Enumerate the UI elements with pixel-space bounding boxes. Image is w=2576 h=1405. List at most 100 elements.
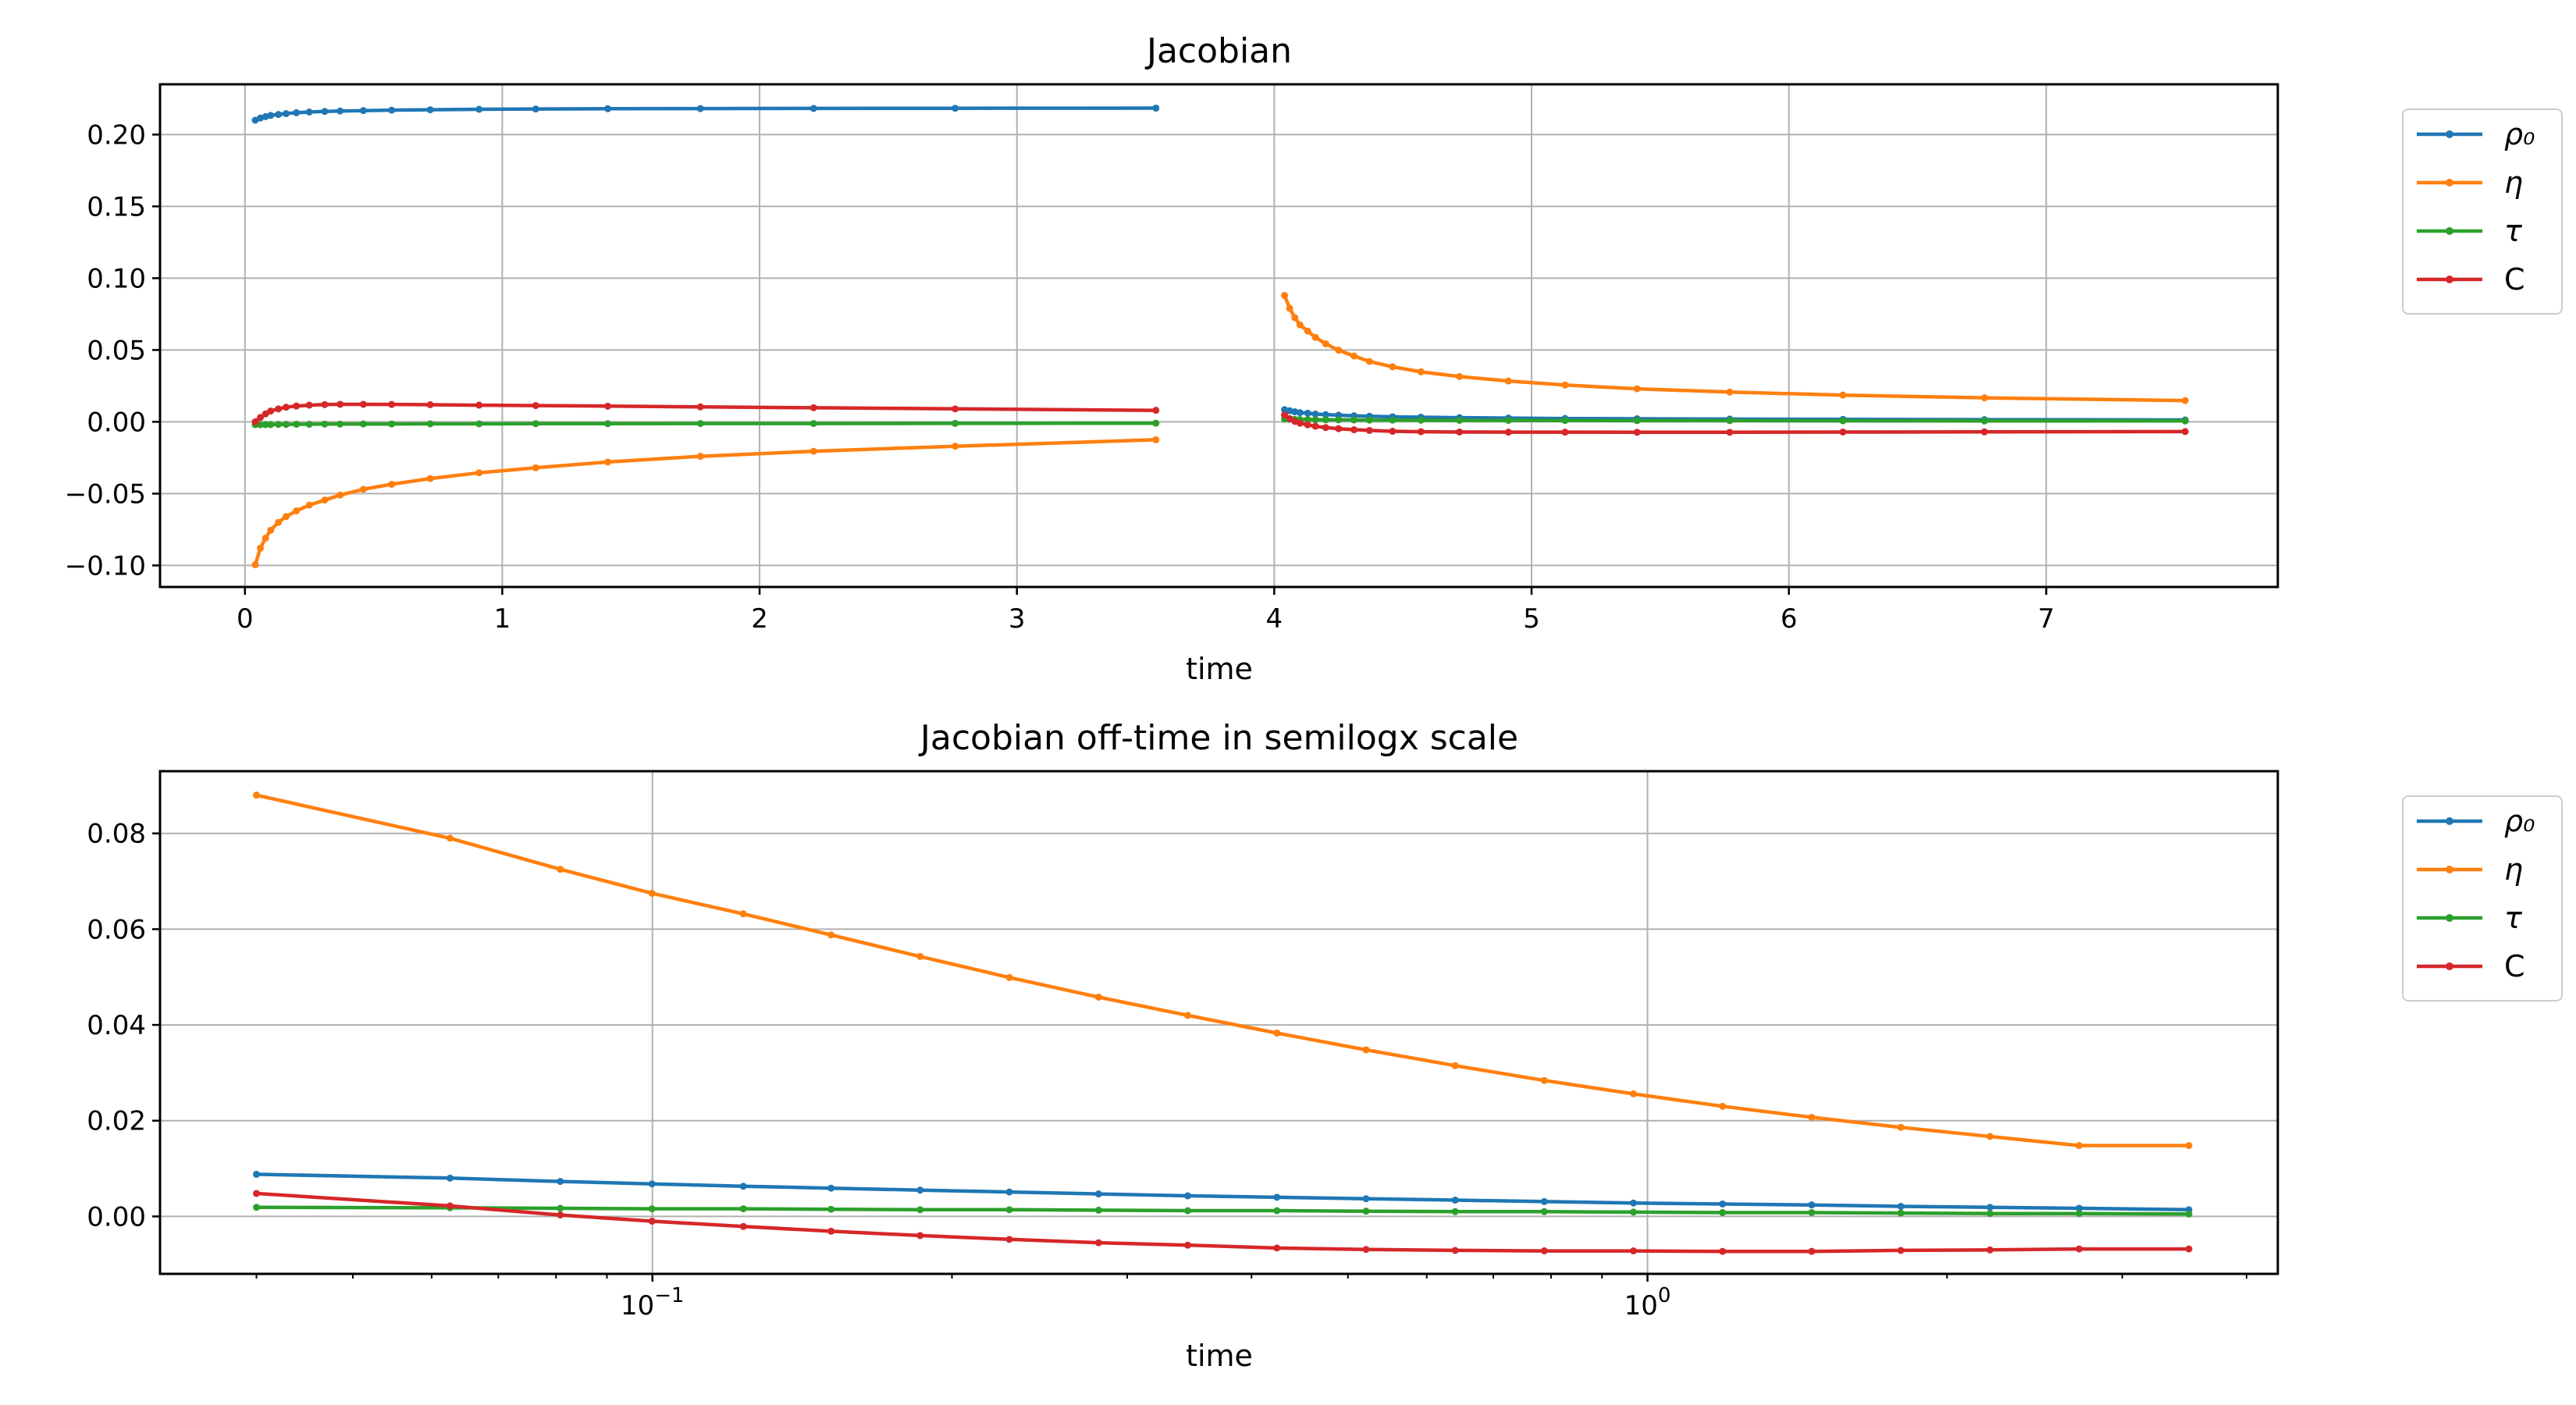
data-point	[283, 513, 290, 521]
chart-title: Jacobian	[1144, 31, 1292, 71]
data-point	[2075, 1204, 2083, 1212]
data-point	[1986, 1204, 1994, 1211]
data-point	[1304, 327, 1311, 335]
legend-label: τ	[2504, 901, 2523, 935]
data-point	[557, 866, 564, 873]
data-point	[827, 1184, 835, 1192]
data-point	[1504, 417, 1512, 425]
series-eta	[251, 291, 2189, 568]
data-point	[532, 464, 539, 471]
data-point	[648, 1205, 656, 1213]
data-point	[1726, 417, 1734, 425]
data-point	[532, 420, 539, 428]
data-point	[1304, 415, 1311, 423]
x-axis-label: time	[1186, 652, 1253, 686]
data-point	[696, 403, 704, 411]
legend-marker	[2446, 962, 2453, 970]
data-point	[336, 107, 344, 115]
data-point	[604, 105, 612, 112]
data-point	[1630, 1199, 1638, 1207]
data-point	[336, 420, 344, 428]
data-point	[426, 401, 434, 409]
legend: ρ₀ ητC	[2402, 795, 2563, 1001]
data-point	[359, 400, 367, 408]
data-point	[293, 108, 301, 116]
data-point	[1286, 414, 1293, 422]
data-point	[1311, 422, 1319, 430]
data-point	[388, 420, 396, 428]
y-tick-label: −0.05	[65, 478, 146, 510]
data-point	[1540, 1247, 1548, 1255]
data-point	[1184, 1207, 1192, 1215]
axes-frame	[158, 770, 2279, 1275]
data-point	[1451, 1197, 1459, 1204]
y-tick-label: 0.00	[87, 407, 146, 438]
data-point	[696, 453, 704, 461]
data-point	[1808, 1247, 1816, 1255]
data-point	[1726, 429, 1734, 436]
legend-label: C	[2504, 949, 2525, 984]
data-point	[1152, 407, 1160, 414]
data-point	[475, 469, 483, 477]
data-point	[1362, 1046, 1370, 1054]
data-point	[257, 414, 265, 422]
data-point	[293, 402, 301, 410]
data-point	[809, 105, 817, 112]
legend-box	[2402, 108, 2563, 315]
data-point	[1808, 1208, 1816, 1216]
data-point	[2181, 397, 2189, 404]
data-point	[283, 404, 290, 411]
data-point	[952, 419, 959, 427]
data-point	[251, 560, 259, 568]
data-point	[388, 106, 396, 114]
y-tick-label: 0.15	[87, 191, 146, 222]
data-point	[426, 106, 434, 114]
data-point	[557, 1211, 564, 1219]
data-point	[275, 421, 283, 429]
data-point	[1296, 321, 1304, 329]
data-point	[1630, 1090, 1638, 1097]
x-tick-label: 3	[1009, 603, 1026, 635]
data-point	[1456, 417, 1464, 425]
data-point	[1094, 1206, 1102, 1214]
x-axis-ticks: 0 1 2 3 4 5 6 7	[237, 587, 2055, 635]
data-point	[305, 501, 313, 509]
series-tau	[251, 415, 2189, 429]
data-point	[1719, 1247, 1727, 1255]
data-point	[1561, 429, 1569, 436]
legend: ρ₀ ητC	[2402, 108, 2563, 315]
legend-label: ρ₀	[2504, 804, 2535, 838]
data-point	[321, 420, 329, 428]
x-tick-label: 4	[1266, 603, 1283, 635]
data-point	[827, 931, 835, 939]
legend-marker	[2446, 130, 2453, 138]
data-point	[446, 834, 454, 842]
data-point	[648, 1218, 656, 1225]
data-point	[1362, 1208, 1370, 1215]
legend-marker	[2446, 227, 2453, 235]
data-point	[809, 404, 817, 411]
jacobian-off-time-axes: Jacobian off-time in semilogx scale 10−1…	[87, 718, 2563, 1373]
data-point	[604, 402, 612, 410]
data-point	[1152, 419, 1160, 427]
x-tick-label: 10−1	[621, 1284, 685, 1321]
data-point	[253, 791, 261, 799]
data-point	[1005, 973, 1013, 981]
legend-item-c: C	[2417, 262, 2525, 297]
data-point	[1152, 105, 1160, 112]
data-point	[1365, 426, 1373, 434]
series-eta	[253, 791, 2193, 1150]
data-point	[475, 420, 483, 428]
x-tick-label: 6	[1781, 603, 1798, 635]
data-point	[1365, 416, 1373, 424]
legend-box	[2402, 795, 2563, 1001]
data-point	[532, 402, 539, 410]
data-point	[1986, 1246, 1994, 1254]
gridlines	[160, 771, 2278, 1274]
data-point	[426, 420, 434, 428]
data-point	[257, 544, 265, 552]
data-point	[1322, 416, 1329, 424]
y-tick-label: 0.08	[87, 819, 146, 850]
data-point	[1273, 1029, 1281, 1037]
